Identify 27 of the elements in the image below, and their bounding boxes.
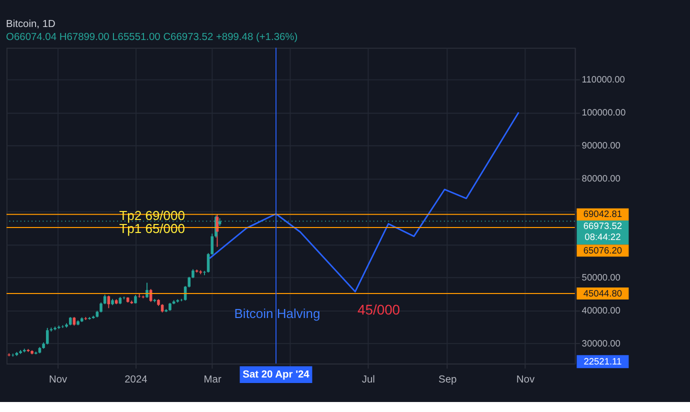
x-tick-label: Jul — [362, 374, 375, 386]
y-tick-label: 50000.00 — [582, 272, 620, 282]
candlestick — [11, 353, 14, 358]
chart-subtitle: O66074.04 H67899.00 L65551.00 C66973.52 +899.48 (+1.36%) — [6, 32, 298, 43]
y-tick-label: 90000.00 — [582, 140, 620, 151]
candlestick — [46, 327, 49, 345]
annotation: 45/000 — [357, 301, 400, 318]
y-tick-label: 30000.00 — [582, 338, 620, 348]
y-tick-label: 80000.00 — [582, 174, 620, 184]
y-tick-label: 100000.00 — [582, 108, 626, 118]
x-tick-label: Nov — [48, 374, 68, 386]
ref-line-label: 66973.52 08:44:22 — [583, 220, 622, 242]
y-tick-label: 110000.00 — [582, 74, 625, 85]
annotation: Bitcoin Halving — [234, 306, 320, 321]
x-tick-label: Sep — [438, 374, 457, 386]
candlestick — [146, 282, 148, 298]
chart-title: Bitcoin, 1D — [6, 18, 56, 30]
text: 22521.11 — [584, 356, 622, 366]
x-tick-label: Nov — [516, 374, 536, 386]
candlestick — [100, 302, 102, 313]
x-tick-label: Mar — [204, 374, 222, 386]
ref-line-label: 45044.80 — [583, 288, 622, 298]
ref-line-label: 65076.20 — [583, 245, 622, 256]
ref-line-label: 69042.81 — [583, 209, 622, 220]
x-tick-label: 2024 — [124, 374, 148, 386]
ref-line-label: Sat 20 Apr '24 — [242, 369, 310, 380]
y-tick-label: 40000.00 — [582, 305, 620, 316]
